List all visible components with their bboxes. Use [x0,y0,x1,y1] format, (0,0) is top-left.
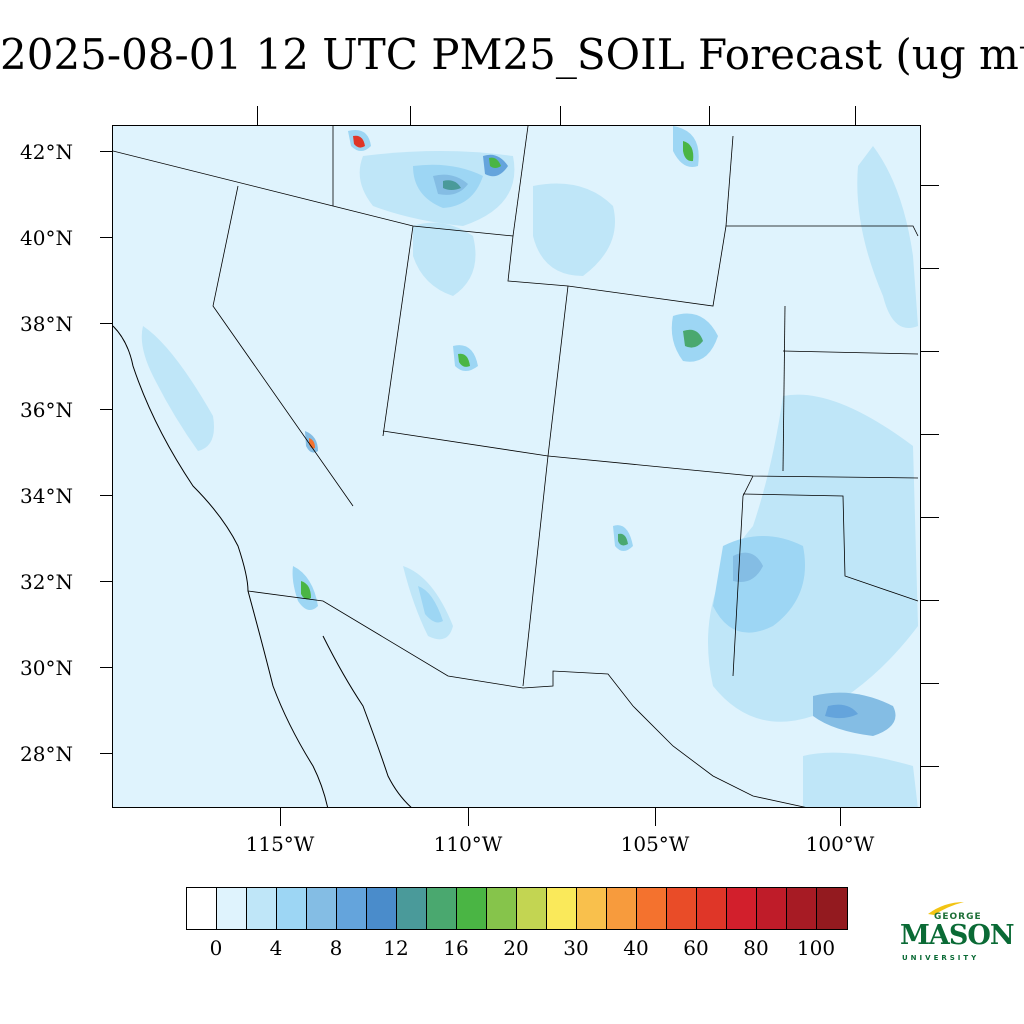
colorbar-label: 40 [623,936,649,960]
map-title: 2025-08-01 12 UTC PM25_SOIL Forecast (ug… [0,30,1024,79]
tick-mark [100,237,112,238]
lat-label: 36°N [20,398,73,422]
colorbar-label: 12 [383,936,409,960]
colorbar-cell [217,888,247,929]
colorbar-cell [547,888,577,929]
tick-mark [921,351,939,352]
lat-label: 42°N [20,140,73,164]
tick-mark [100,323,112,324]
colorbar-label: 30 [563,936,589,960]
lat-label: 28°N [20,742,73,766]
lon-label: 110°W [433,832,503,856]
tick-mark [655,808,656,826]
lat-label: 34°N [20,484,73,508]
colorbar-label: 20 [503,936,529,960]
colorbar-cell [757,888,787,929]
tick-mark [921,517,939,518]
title-superscript: -3 [1019,32,1024,60]
tick-mark [100,409,112,410]
tick-mark [921,766,939,767]
colorbar-cell [697,888,727,929]
logo-university: UNIVERSITY [902,954,980,962]
state-borders [113,126,919,807]
lon-label: 105°W [620,832,690,856]
tick-mark [100,667,112,668]
tick-mark [921,434,939,435]
tick-mark [100,753,112,754]
colorbar-cell [187,888,217,929]
concentration-field [141,126,918,807]
logo-swoosh-icon [928,902,964,915]
colorbar-cell [277,888,307,929]
colorbar-label: 100 [796,936,836,960]
coastline [113,325,412,807]
tick-mark [840,808,841,826]
colorbar-cell [577,888,607,929]
map-svg [113,126,919,807]
tick-mark [921,268,939,269]
colorbar-label: 16 [443,936,469,960]
tick-mark [921,683,939,684]
lat-label: 40°N [20,226,73,250]
colorbar-label: 80 [743,936,769,960]
colorbar-cell [457,888,487,929]
tick-mark [100,581,112,582]
lat-label: 32°N [20,570,73,594]
tick-mark [100,151,112,152]
logo-mason: MASON [900,920,1015,951]
colorbar-label: 60 [683,936,709,960]
tick-mark [468,808,469,826]
colorbar-cell [817,888,847,929]
tick-mark [257,106,258,125]
gmu-logo: GEORGE MASON UNIVERSITY [898,898,1015,968]
colorbar-cell [337,888,367,929]
tick-mark [855,106,856,125]
tick-mark [100,495,112,496]
colorbar-cell [667,888,697,929]
colorbar-cell [427,888,457,929]
forecast-map [112,125,921,808]
logo-george: GEORGE [934,912,982,922]
colorbar-cell [307,888,337,929]
tick-mark [921,600,939,601]
lat-label: 30°N [20,656,73,680]
lon-label: 100°W [805,832,875,856]
colorbar-cell [637,888,667,929]
colorbar [186,887,848,930]
colorbar-cell [487,888,517,929]
colorbar-cell [727,888,757,929]
title-text: 2025-08-01 12 UTC PM25_SOIL Forecast (ug… [0,30,1019,79]
tick-mark [280,808,281,826]
lon-label: 115°W [245,832,315,856]
tick-mark [410,106,411,125]
colorbar-cell [367,888,397,929]
colorbar-cell [397,888,427,929]
tick-mark [560,106,561,125]
colorbar-cell [517,888,547,929]
colorbar-cell [247,888,277,929]
colorbar-label: 0 [209,936,223,960]
colorbar-cell [787,888,817,929]
colorbar-cell [607,888,637,929]
colorbar-label: 4 [269,936,283,960]
colorbar-label: 8 [329,936,343,960]
lat-label: 38°N [20,312,73,336]
tick-mark [709,106,710,125]
tick-mark [921,185,939,186]
